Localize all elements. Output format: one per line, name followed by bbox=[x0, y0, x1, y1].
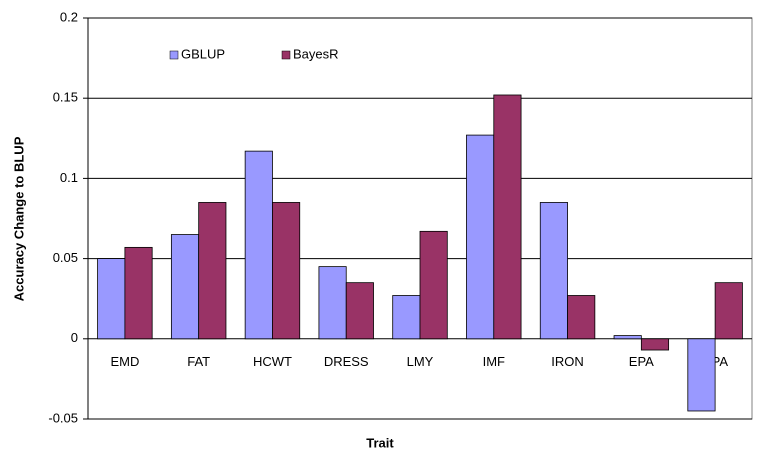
x-tick-label: DRESS bbox=[324, 354, 369, 369]
legend-label: GBLUP bbox=[181, 46, 225, 61]
bar bbox=[613, 335, 642, 340]
bar bbox=[466, 134, 495, 340]
bar bbox=[640, 338, 670, 351]
bar bbox=[345, 282, 374, 340]
x-tick-label: LMY bbox=[407, 354, 434, 369]
x-tick-label: IRON bbox=[551, 354, 584, 369]
x-tick-label: FAT bbox=[187, 354, 210, 369]
bar bbox=[539, 202, 568, 340]
bar bbox=[714, 282, 743, 340]
bar bbox=[687, 338, 716, 412]
y-tick-label: 0 bbox=[71, 330, 78, 345]
bar bbox=[124, 246, 153, 340]
x-tick-label: HCWT bbox=[253, 354, 292, 369]
y-tick-label: -0.05 bbox=[48, 410, 78, 425]
x-axis-label: Trait bbox=[366, 435, 394, 450]
bar bbox=[392, 295, 421, 340]
bar bbox=[318, 266, 347, 340]
y-tick-label: 0.2 bbox=[60, 9, 78, 24]
y-tick-label: 0.05 bbox=[53, 250, 78, 265]
legend-swatch bbox=[169, 50, 179, 60]
x-tick-label: IMF bbox=[483, 354, 505, 369]
y-axis-label: Accuracy Change to BLUP bbox=[11, 136, 26, 301]
bar bbox=[272, 202, 301, 340]
bar bbox=[97, 258, 126, 340]
bar bbox=[419, 230, 448, 340]
bar bbox=[198, 202, 227, 340]
y-tick-label: 0.15 bbox=[53, 90, 78, 105]
x-tick-label: EPA bbox=[629, 354, 654, 369]
legend-label: BayesR bbox=[293, 46, 339, 61]
x-tick-label: EMD bbox=[110, 354, 139, 369]
y-tick-label: 0.1 bbox=[60, 170, 78, 185]
bar bbox=[170, 234, 200, 340]
bar bbox=[244, 150, 273, 340]
bar bbox=[567, 295, 596, 340]
legend-swatch bbox=[281, 50, 291, 60]
bar bbox=[493, 94, 522, 340]
